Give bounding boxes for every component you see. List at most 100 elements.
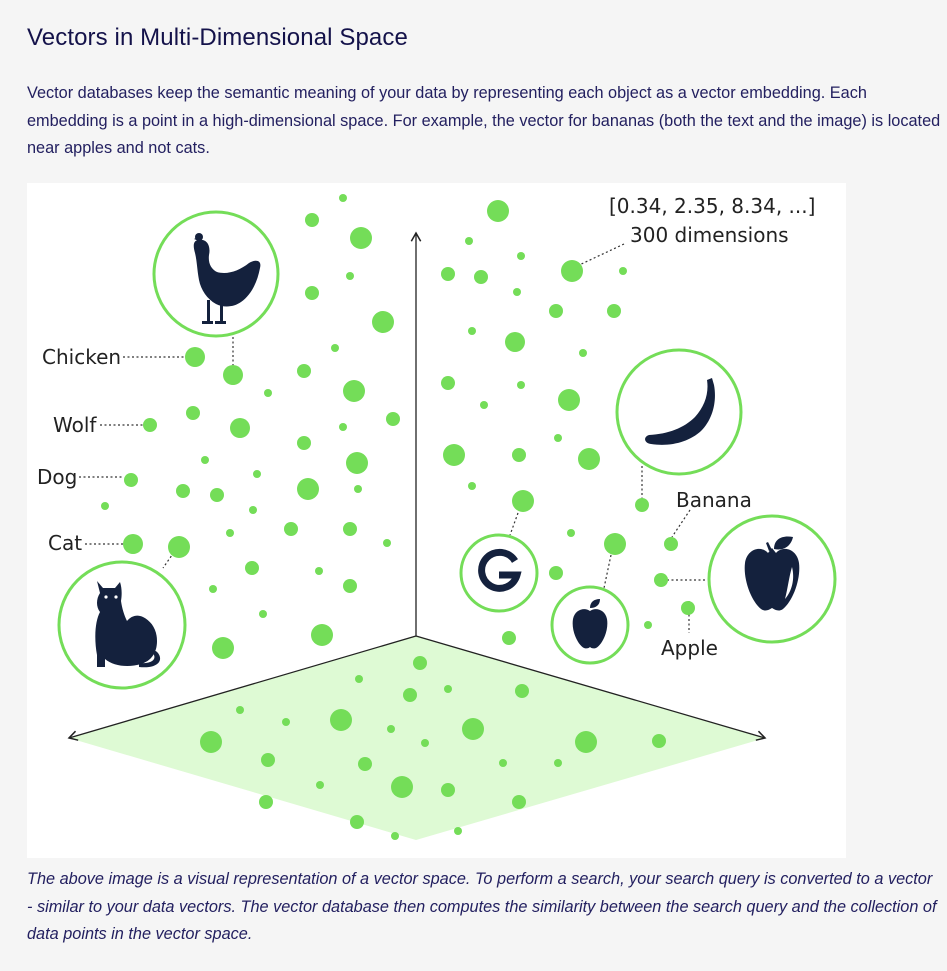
embedding-point [354, 485, 362, 493]
embedding-point [604, 533, 626, 555]
intro-paragraph: Vector databases keep the semantic meani… [27, 84, 941, 157]
embedding-point [403, 688, 417, 702]
embedding-point [468, 482, 476, 490]
embedding-point [315, 567, 323, 575]
embedding-point [480, 401, 488, 409]
embedding-point [143, 418, 157, 432]
vector-space-figure: Chicken Wolf Dog Cat Banana Apple [0.34,… [27, 183, 846, 858]
embedding-point [253, 470, 261, 478]
embedding-point [223, 365, 243, 385]
embedding-point [101, 502, 109, 510]
embedding-point [168, 536, 190, 558]
embedding-point [454, 827, 462, 835]
label-chicken: Chicken [42, 345, 121, 369]
embedding-point [517, 381, 525, 389]
embedding-point [123, 534, 143, 554]
embedding-point [654, 573, 668, 587]
embedding-point [176, 484, 190, 498]
embedding-point [462, 718, 484, 740]
embedding-point [567, 529, 575, 537]
apple-icon [744, 536, 800, 611]
chicken-icon [193, 233, 261, 324]
embedding-point [441, 267, 455, 281]
embedding-point [391, 832, 399, 840]
embedding-point [502, 631, 516, 645]
embedding-point [259, 795, 273, 809]
embedding-point [512, 448, 526, 462]
embedding-point [505, 332, 525, 352]
embedding-point [185, 347, 205, 367]
embedding-point [316, 781, 324, 789]
embedding-point [386, 412, 400, 426]
embedding-point [561, 260, 583, 282]
embedding-point [343, 522, 357, 536]
embedding-point [579, 349, 587, 357]
embedding-point [209, 585, 217, 593]
embedding-point [549, 566, 563, 580]
embedding-point [305, 213, 319, 227]
embedding-point [230, 418, 250, 438]
cat-image-circle [57, 560, 187, 690]
embedding-point [355, 675, 363, 683]
embedding-point [441, 783, 455, 797]
figure-caption: The above image is a visual representati… [27, 870, 937, 943]
embedding-point [512, 490, 534, 512]
embedding-point [210, 488, 224, 502]
vector-space-diagram: Chicken Wolf Dog Cat Banana Apple [0.34,… [37, 194, 837, 840]
embedding-point [575, 731, 597, 753]
embedding-point [652, 734, 666, 748]
embedding-point [245, 561, 259, 575]
embedding-point [443, 444, 465, 466]
embedding-point [372, 311, 394, 333]
banana-icon [645, 378, 715, 445]
embedding-point [515, 684, 529, 698]
embedding-point [474, 270, 488, 284]
embedding-point [284, 522, 298, 536]
embedding-point [487, 200, 509, 222]
embedding-point [350, 227, 372, 249]
chicken-image-circle [152, 210, 280, 338]
apple-logo-icon [572, 599, 608, 649]
embedding-point [513, 288, 521, 296]
embedding-point [305, 286, 319, 300]
embedding-point [468, 327, 476, 335]
embedding-point [664, 537, 678, 551]
dimensions-label: 300 dimensions [630, 223, 789, 247]
label-dog: Dog [37, 465, 77, 489]
embedding-point [212, 637, 234, 659]
embedding-point [644, 621, 652, 629]
embedding-point [383, 539, 391, 547]
embedding-point [517, 252, 525, 260]
data-points [101, 194, 695, 840]
embedding-point [391, 776, 413, 798]
embedding-point [549, 304, 563, 318]
cat-icon [95, 581, 161, 668]
vector-values-label: [0.34, 2.35, 8.34, ...] [609, 194, 815, 218]
banana-image-circle [615, 348, 743, 476]
embedding-point [297, 478, 319, 500]
embedding-point [358, 757, 372, 771]
page-title: Vectors in Multi-Dimensional Space [27, 24, 408, 51]
embedding-point [339, 194, 347, 202]
embedding-point [554, 434, 562, 442]
embedding-point [512, 795, 526, 809]
embedding-point [444, 685, 452, 693]
embedding-point [607, 304, 621, 318]
embedding-point [346, 452, 368, 474]
embedding-point [261, 753, 275, 767]
embedding-point [554, 759, 562, 767]
embedding-point [297, 364, 311, 378]
embedding-point [282, 718, 290, 726]
apple-image-circle [707, 514, 837, 644]
embedding-point [387, 725, 395, 733]
google-image-circle [459, 533, 539, 613]
right-axis [415, 635, 767, 741]
embedding-point [578, 448, 600, 470]
embedding-point [330, 709, 352, 731]
embedding-point [558, 389, 580, 411]
embedding-point [681, 601, 695, 615]
embedding-point [311, 624, 333, 646]
embedding-point [200, 731, 222, 753]
embedding-point [297, 436, 311, 450]
label-cat: Cat [48, 531, 82, 555]
